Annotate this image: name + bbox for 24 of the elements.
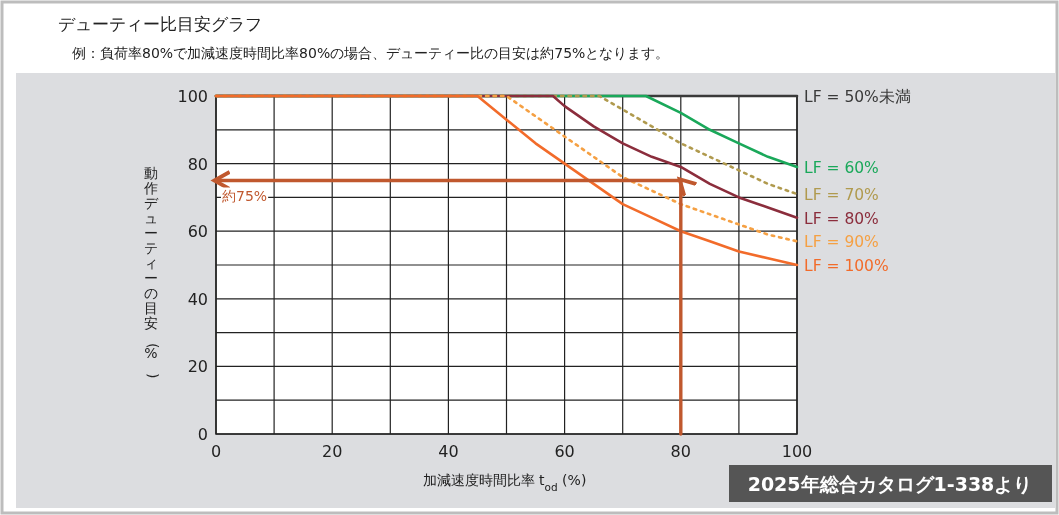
chart-subtitle: 例：負荷率80%で加減速度時間比率80%の場合、デューティー比の目安は約75%となります。 (72, 45, 670, 61)
series-label: LF = 50%未満 (804, 88, 911, 106)
x-tick-label: 20 (322, 442, 343, 461)
y-tick-label: 40 (187, 289, 208, 309)
y-tick-label: 20 (187, 357, 208, 377)
x-axis-title: 加減速度時間比率 t$_{od}$ (%) (422, 472, 587, 493)
y-tick-label: 100 (177, 87, 208, 106)
y-tick-label: 0 (197, 425, 208, 444)
text: 動作デューティーの目安(%) (144, 165, 162, 379)
y-tick-label: 80 (187, 154, 208, 174)
series-label: LF = 70% (804, 186, 879, 205)
chart-title: デューティー比目安グラフ (58, 14, 262, 34)
x-tick-label: 0 (210, 442, 222, 461)
x-tick-label: 100 (781, 442, 813, 461)
series-label: LF = 60% (804, 158, 879, 177)
x-tick-label: 40 (438, 442, 459, 461)
series-label: LF = 100% (804, 257, 889, 275)
text: 2025年総合カタログ1-338より (747, 473, 1033, 495)
x-tick-label: 80 (670, 442, 691, 461)
x-tick-label: 60 (554, 442, 575, 461)
series-label: LF = 80% (804, 209, 879, 228)
y-tick-label: 60 (187, 222, 208, 242)
annotation: 約75% (222, 187, 268, 204)
series-label: LF = 90% (804, 233, 879, 252)
